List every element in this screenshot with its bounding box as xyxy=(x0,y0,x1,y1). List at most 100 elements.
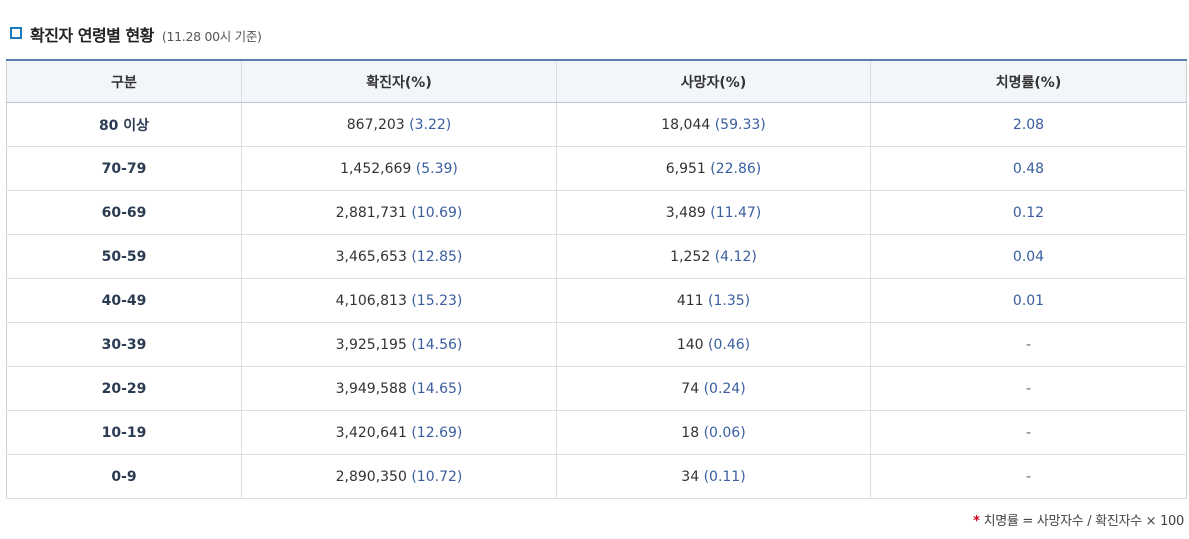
fatality-rate: 0.01 xyxy=(1012,292,1045,309)
square-bullet-icon xyxy=(10,27,22,39)
deaths-cell: 3,489 (11.47) xyxy=(556,190,871,235)
section-header: 확진자 연령별 현황 (11.28 00시 기준) xyxy=(10,22,262,46)
fatality-rate: 2.08 xyxy=(1012,116,1045,133)
fatality-cell: - xyxy=(870,366,1187,411)
age-group-cell: 60-69 xyxy=(6,190,242,235)
table-row: 0-9 2,890,350 (10.72) 34 (0.11) - xyxy=(6,454,1187,499)
deaths-percent: (0.46) xyxy=(708,336,751,353)
fatality-cell: - xyxy=(870,410,1187,455)
table-row: 20-29 3,949,588 (14.65) 74 (0.24) - xyxy=(6,366,1187,411)
deaths-count: 18 xyxy=(681,424,700,441)
table-row: 80 이상 867,203 (3.22) 18,044 (59.33) 2.08 xyxy=(6,102,1187,147)
confirmed-cell: 867,203 (3.22) xyxy=(241,102,557,147)
confirmed-percent: (14.65) xyxy=(411,380,463,397)
deaths-percent: (4.12) xyxy=(714,248,757,265)
deaths-percent: (0.24) xyxy=(703,380,746,397)
fatality-rate: - xyxy=(1025,424,1032,441)
table-row: 50-59 3,465,653 (12.85) 1,252 (4.12) 0.04 xyxy=(6,234,1187,279)
deaths-count: 6,951 xyxy=(665,160,706,177)
deaths-cell: 140 (0.46) xyxy=(556,322,871,367)
table-row: 40-49 4,106,813 (15.23) 411 (1.35) 0.01 xyxy=(6,278,1187,323)
fatality-cell: - xyxy=(870,322,1187,367)
deaths-count: 18,044 xyxy=(661,116,711,133)
deaths-cell: 18,044 (59.33) xyxy=(556,102,871,147)
confirmed-percent: (15.23) xyxy=(411,292,463,309)
deaths-cell: 411 (1.35) xyxy=(556,278,871,323)
deaths-cell: 74 (0.24) xyxy=(556,366,871,411)
confirmed-count: 2,890,350 xyxy=(335,468,407,485)
table-row: 10-19 3,420,641 (12.69) 18 (0.06) - xyxy=(6,410,1187,455)
fatality-cell: 0.04 xyxy=(870,234,1187,279)
deaths-count: 74 xyxy=(681,380,700,397)
fatality-rate: 0.12 xyxy=(1012,204,1045,221)
deaths-count: 34 xyxy=(681,468,700,485)
confirmed-percent: (12.69) xyxy=(411,424,463,441)
confirmed-count: 3,465,653 xyxy=(335,248,407,265)
deaths-percent: (1.35) xyxy=(708,292,751,309)
table-row: 70-79 1,452,669 (5.39) 6,951 (22.86) 0.48 xyxy=(6,146,1187,191)
column-header-confirmed: 확진자(%) xyxy=(241,60,557,103)
deaths-cell: 18 (0.06) xyxy=(556,410,871,455)
fatality-rate: 0.48 xyxy=(1012,160,1045,177)
confirmed-count: 867,203 xyxy=(346,116,405,133)
confirmed-cell: 4,106,813 (15.23) xyxy=(241,278,557,323)
confirmed-cell: 1,452,669 (5.39) xyxy=(241,146,557,191)
column-header-deaths: 사망자(%) xyxy=(556,60,871,103)
age-group-cell: 40-49 xyxy=(6,278,242,323)
confirmed-cell: 2,881,731 (10.69) xyxy=(241,190,557,235)
age-group-cell: 0-9 xyxy=(6,454,242,499)
age-group-cell: 80 이상 xyxy=(6,102,242,147)
table-header-row: 구분 확진자(%) 사망자(%) 치명률(%) xyxy=(6,60,1187,103)
age-group-cell: 50-59 xyxy=(6,234,242,279)
confirmed-percent: (14.56) xyxy=(411,336,463,353)
deaths-percent: (22.86) xyxy=(710,160,762,177)
confirmed-cell: 2,890,350 (10.72) xyxy=(241,454,557,499)
section-subtitle: (11.28 00시 기준) xyxy=(161,29,262,44)
confirmed-percent: (12.85) xyxy=(411,248,463,265)
confirmed-cell: 3,465,653 (12.85) xyxy=(241,234,557,279)
confirmed-count: 3,925,195 xyxy=(335,336,407,353)
confirmed-count: 1,452,669 xyxy=(340,160,412,177)
deaths-percent: (0.11) xyxy=(703,468,746,485)
confirmed-count: 4,106,813 xyxy=(335,292,407,309)
confirmed-percent: (10.72) xyxy=(411,468,463,485)
confirmed-percent: (10.69) xyxy=(411,204,463,221)
deaths-count: 411 xyxy=(676,292,704,309)
fatality-cell: 0.48 xyxy=(870,146,1187,191)
fatality-rate: - xyxy=(1025,336,1032,353)
confirmed-count: 2,881,731 xyxy=(335,204,407,221)
table-body: 80 이상 867,203 (3.22) 18,044 (59.33) 2.08 70-… xyxy=(6,102,1187,499)
fatality-rate: - xyxy=(1025,468,1032,485)
age-group-cell: 30-39 xyxy=(6,322,242,367)
deaths-count: 1,252 xyxy=(670,248,711,265)
deaths-percent: (11.47) xyxy=(710,204,762,221)
confirmed-percent: (5.39) xyxy=(415,160,458,177)
fatality-cell: - xyxy=(870,454,1187,499)
age-statistics-table: 구분 확진자(%) 사망자(%) 치명률(%) 80 이상 867,203 (3.… xyxy=(6,59,1187,499)
table-row: 30-39 3,925,195 (14.56) 140 (0.46) - xyxy=(6,322,1187,367)
confirmed-percent: (3.22) xyxy=(409,116,452,133)
deaths-cell: 6,951 (22.86) xyxy=(556,146,871,191)
age-group-cell: 10-19 xyxy=(6,410,242,455)
confirmed-cell: 3,949,588 (14.65) xyxy=(241,366,557,411)
deaths-cell: 1,252 (4.12) xyxy=(556,234,871,279)
confirmed-count: 3,949,588 xyxy=(335,380,407,397)
fatality-cell: 2.08 xyxy=(870,102,1187,147)
fatality-cell: 0.01 xyxy=(870,278,1187,323)
footnote-star: * xyxy=(973,514,980,529)
footnote-text: 치명률 = 사망자수 / 확진자수 × 100 xyxy=(983,514,1185,529)
fatality-rate: 0.04 xyxy=(1012,248,1045,265)
fatality-rate: - xyxy=(1025,380,1032,397)
age-group-cell: 70-79 xyxy=(6,146,242,191)
confirmed-cell: 3,925,195 (14.56) xyxy=(241,322,557,367)
table-row: 60-69 2,881,731 (10.69) 3,489 (11.47) 0.12 xyxy=(6,190,1187,235)
deaths-percent: (59.33) xyxy=(714,116,766,133)
fatality-cell: 0.12 xyxy=(870,190,1187,235)
confirmed-cell: 3,420,641 (12.69) xyxy=(241,410,557,455)
deaths-percent: (0.06) xyxy=(703,424,746,441)
deaths-count: 140 xyxy=(676,336,704,353)
age-group-cell: 20-29 xyxy=(6,366,242,411)
fatality-footnote: * 치명률 = 사망자수 / 확진자수 × 100 xyxy=(973,510,1184,529)
column-header-fatality: 치명률(%) xyxy=(870,60,1187,103)
deaths-count: 3,489 xyxy=(665,204,706,221)
